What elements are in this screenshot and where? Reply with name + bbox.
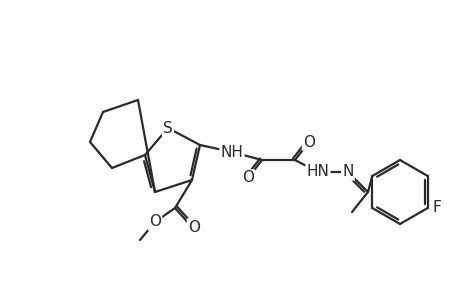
Text: S: S	[163, 121, 173, 136]
Text: O: O	[149, 214, 161, 230]
Text: O: O	[188, 220, 200, 235]
Text: NH: NH	[220, 145, 243, 160]
Text: O: O	[302, 134, 314, 149]
Text: HN: HN	[306, 164, 329, 179]
Text: N: N	[341, 164, 353, 179]
Text: F: F	[431, 200, 440, 215]
Text: O: O	[241, 170, 253, 185]
